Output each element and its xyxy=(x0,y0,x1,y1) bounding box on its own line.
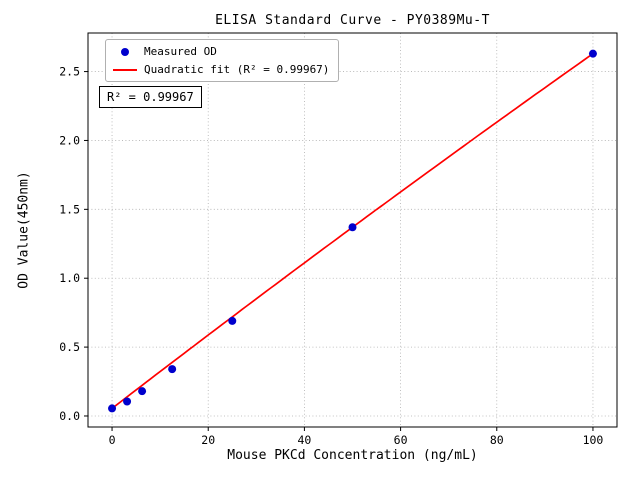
y-tick-label: 1.0 xyxy=(59,271,80,285)
x-tick-label: 80 xyxy=(490,433,504,447)
r-squared-annotation: R² = 0.99967 xyxy=(99,86,202,108)
x-tick-label: 40 xyxy=(297,433,311,447)
fit-line-icon xyxy=(113,68,137,71)
x-tick-label: 100 xyxy=(583,433,604,447)
x-tick-label: 60 xyxy=(394,433,408,447)
y-tick-label: 1.5 xyxy=(59,202,80,216)
y-tick-label: 2.5 xyxy=(59,65,80,79)
x-axis-label: Mouse PKCd Concentration (ng/mL) xyxy=(227,448,478,463)
data-point xyxy=(168,365,177,374)
data-point xyxy=(348,223,357,232)
y-tick-label: 2.0 xyxy=(59,133,80,147)
legend-item-measured-od: Measured OD xyxy=(113,45,329,58)
data-point xyxy=(588,49,597,58)
legend: Measured OD Quadratic fit (R² = 0.99967) xyxy=(105,39,340,82)
data-point xyxy=(123,397,132,406)
plot-border xyxy=(87,32,618,428)
legend-item-quadratic-fit: Quadratic fit (R² = 0.99967) xyxy=(113,63,329,76)
legend-label-measured-od: Measured OD xyxy=(144,45,217,58)
data-point xyxy=(108,404,117,413)
y-tick-label: 0.5 xyxy=(59,340,80,354)
data-point xyxy=(228,316,237,325)
y-tick-label: 0.0 xyxy=(59,409,80,423)
scatter-marker-icon xyxy=(121,47,129,56)
legend-label-quadratic-fit: Quadratic fit (R² = 0.99967) xyxy=(144,63,330,76)
chart-title: ELISA Standard Curve - PY0389Mu-T xyxy=(215,13,490,28)
x-tick-label: 0 xyxy=(109,433,116,447)
x-tick-label: 20 xyxy=(201,433,215,447)
data-point xyxy=(138,387,147,396)
